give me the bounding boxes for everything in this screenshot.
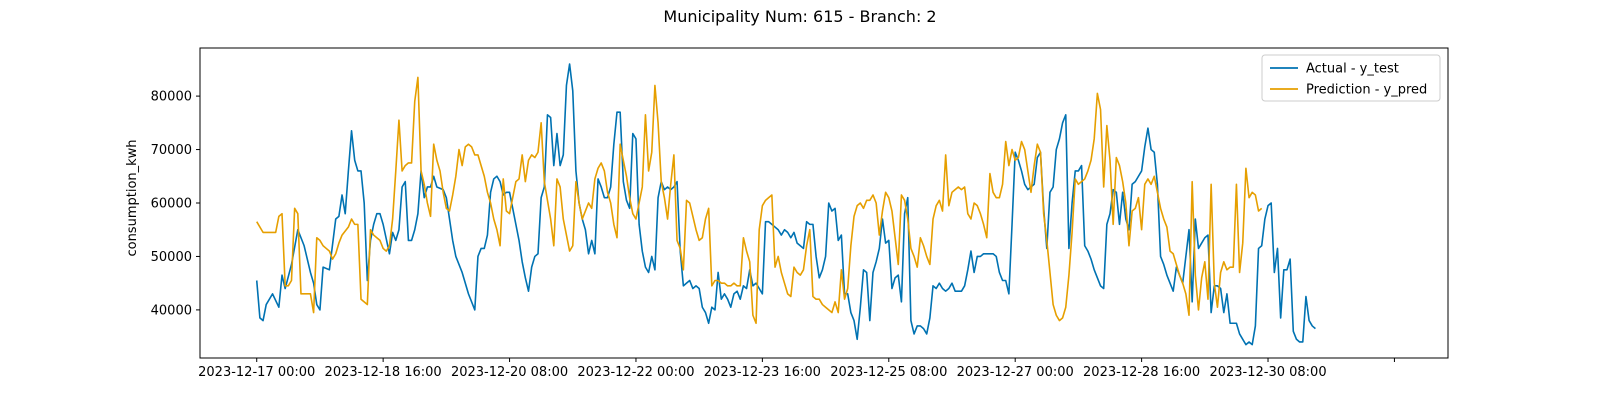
x-tick-label: 2023-12-17 00:00 <box>198 365 315 380</box>
legend-label: Actual - y_test <box>1306 62 1399 77</box>
y-tick-label: 40000 <box>151 303 192 318</box>
y-tick-label: 80000 <box>151 90 192 105</box>
legend: Actual - y_test Prediction - y_pred <box>1261 54 1441 102</box>
x-tick-label: 2023-12-27 00:00 <box>957 365 1074 380</box>
x-tick-label: 2023-12-23 16:00 <box>704 365 821 380</box>
plot-area <box>200 48 1448 358</box>
legend-box <box>1261 54 1441 102</box>
y-tick-label: 70000 <box>151 143 192 158</box>
x-tick-label: 2023-12-22 00:00 <box>577 365 694 380</box>
legend-label: Prediction - y_pred <box>1306 83 1427 98</box>
y-tick-label: 50000 <box>151 250 192 265</box>
chart-title: Municipality Num: 615 - Branch: 2 <box>663 7 936 26</box>
x-tick-label: 2023-12-25 08:00 <box>830 365 947 380</box>
x-tick-label: 2023-12-20 08:00 <box>451 365 568 380</box>
plot-background <box>200 48 1448 358</box>
series-line-actual <box>255 63 1316 346</box>
series-layer <box>255 63 1316 346</box>
y-axis-label: consumption_kwh <box>125 139 140 256</box>
y-tick-label: 60000 <box>151 197 192 212</box>
axes-layer: 40000 50000 60000 70000 80000 2023-12-17 00:0… <box>151 47 1449 380</box>
x-tick-label: 2023-12-28 16:00 <box>1083 365 1200 380</box>
x-tick-label: 2023-12-30 08:00 <box>1209 365 1326 380</box>
series-line-prediction <box>256 76 1263 325</box>
x-tick-label: 2023-12-18 16:00 <box>325 365 442 380</box>
